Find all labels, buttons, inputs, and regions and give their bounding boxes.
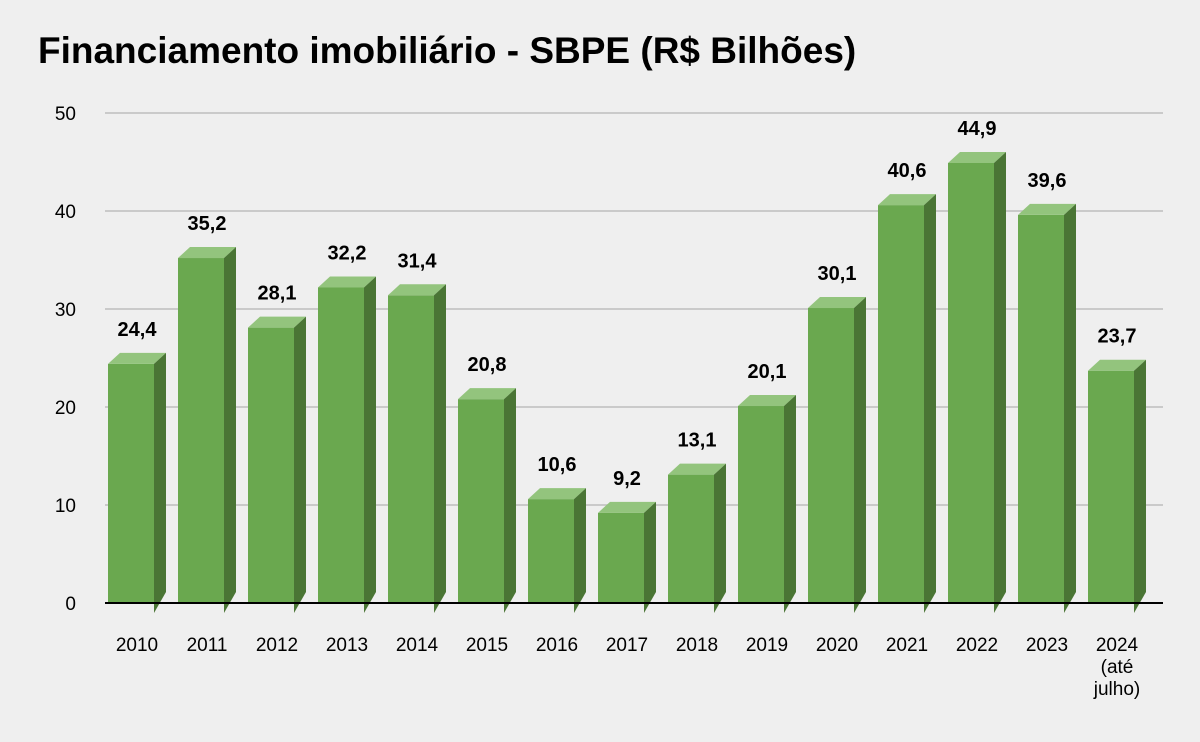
x-tick-label: 2010	[116, 635, 158, 656]
x-tick-label: 2024 (até julho)	[1093, 635, 1140, 700]
bar	[878, 205, 924, 603]
data-label: 44,9	[958, 118, 997, 140]
data-label: 10,6	[538, 454, 577, 476]
bar-side	[294, 316, 306, 613]
y-tick-label: 30	[55, 300, 76, 321]
bar	[388, 295, 434, 603]
data-label: 32,2	[328, 242, 367, 264]
x-tick-label: 2012	[256, 635, 298, 656]
bar-side	[364, 276, 376, 613]
bar	[458, 399, 504, 603]
bar	[808, 308, 854, 603]
data-label: 20,1	[748, 361, 787, 383]
bar-side	[784, 395, 796, 613]
x-tick-label: 2016	[536, 635, 578, 656]
bar-top	[178, 247, 236, 259]
data-label: 23,7	[1098, 326, 1137, 348]
x-tick-label: 2018	[676, 635, 718, 656]
data-label: 24,4	[118, 319, 158, 341]
bar-top	[388, 284, 446, 296]
data-label: 13,1	[678, 430, 717, 452]
x-tick-label: 2013	[326, 635, 368, 656]
bar-top	[878, 194, 936, 206]
bar	[178, 258, 224, 603]
bar	[948, 162, 994, 604]
data-label: 39,6	[1028, 170, 1067, 192]
bar-side	[1064, 203, 1076, 614]
data-label: 31,4	[398, 250, 438, 272]
bar	[598, 512, 644, 603]
y-tick-label: 20	[55, 398, 76, 419]
bar-top	[1018, 203, 1076, 215]
data-label: 30,1	[818, 263, 857, 285]
bar-side	[1134, 359, 1146, 613]
data-label: 35,2	[188, 213, 227, 235]
bar-top	[738, 395, 796, 407]
bar-top	[318, 276, 376, 288]
bar	[108, 363, 154, 603]
bar-side	[714, 463, 726, 613]
bar-top	[948, 151, 1006, 163]
y-tick-label: 40	[55, 202, 76, 223]
x-tick-label: 2015	[466, 635, 508, 656]
bar-side	[504, 388, 516, 613]
bar-side	[224, 247, 236, 614]
bar	[738, 406, 784, 603]
data-label: 20,8	[468, 354, 507, 376]
chart-title: Financiamento imobiliário - SBPE (R$ Bil…	[38, 30, 857, 71]
bar	[248, 327, 294, 603]
x-tick-label: 2020	[816, 635, 858, 656]
bar-top	[248, 316, 306, 328]
bar-side	[644, 501, 656, 613]
data-label: 40,6	[888, 160, 927, 182]
bar-top	[1088, 359, 1146, 371]
bar-side	[434, 284, 446, 613]
bar-side	[924, 194, 936, 613]
data-label: 9,2	[613, 468, 641, 490]
bar	[1018, 214, 1064, 604]
bar-top	[108, 352, 166, 364]
y-tick-label: 10	[55, 496, 76, 517]
bar-top	[808, 297, 866, 309]
x-tick-label: 2019	[746, 635, 788, 656]
bar-top	[528, 488, 586, 500]
y-tick-label: 0	[65, 594, 76, 615]
x-tick-label: 2011	[187, 635, 228, 656]
bar	[528, 499, 574, 603]
bar-top	[598, 501, 656, 513]
data-label: 28,1	[258, 283, 297, 305]
bar-side	[994, 151, 1006, 614]
bar	[668, 474, 714, 603]
bar-side	[854, 297, 866, 613]
x-tick-label: 2014	[396, 635, 439, 656]
bar-top	[458, 388, 516, 400]
bar-top	[668, 463, 726, 475]
bar	[318, 287, 364, 603]
bar-side	[154, 352, 166, 613]
x-tick-label: 2022	[956, 635, 998, 656]
x-tick-label: 2023	[1026, 635, 1068, 656]
bar-side	[574, 488, 586, 613]
y-tick-label: 50	[55, 104, 76, 125]
bar	[1088, 370, 1134, 603]
x-tick-label: 2017	[606, 635, 648, 656]
x-tick-label: 2021	[886, 635, 928, 656]
